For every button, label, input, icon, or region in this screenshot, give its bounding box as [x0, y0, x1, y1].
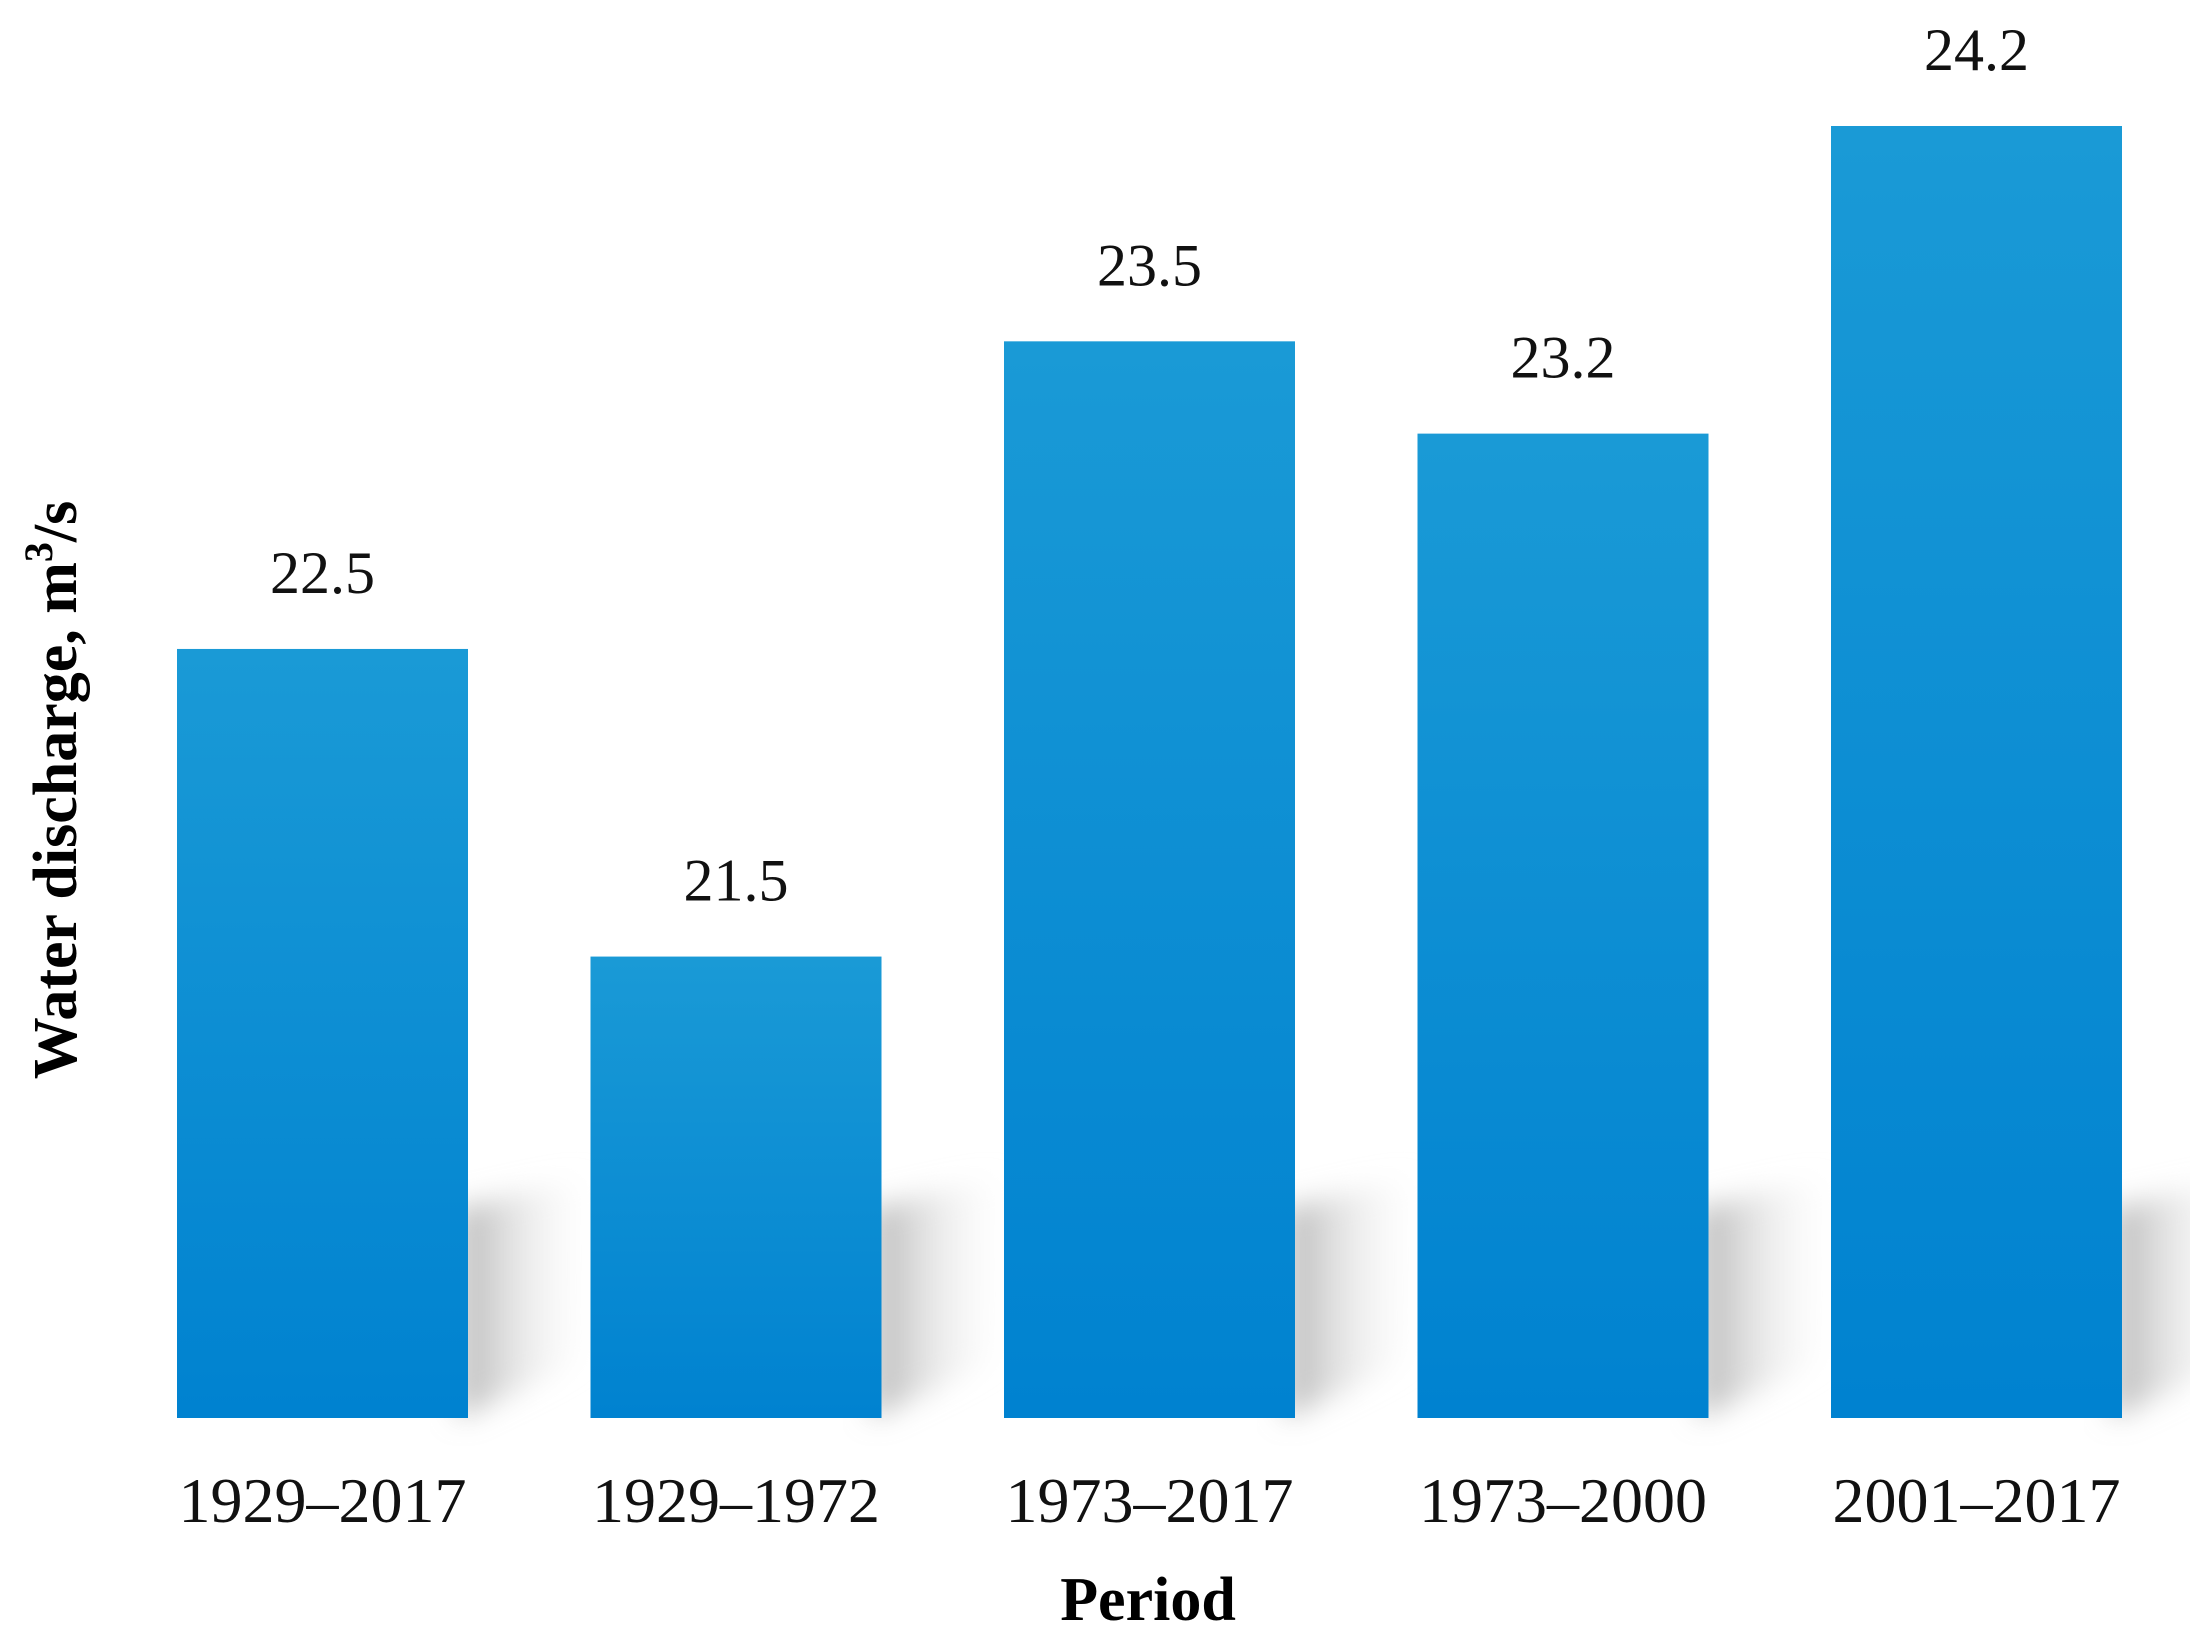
- bar-shadow: [1285, 1173, 1425, 1418]
- x-tick-label: 1929–2017: [179, 1465, 467, 1536]
- y-axis-title: Water discharge, m3/s: [16, 501, 90, 1080]
- x-tick-label: 1973–2017: [1006, 1465, 1294, 1536]
- value-label: 22.5: [270, 540, 375, 606]
- bar-shadow: [871, 1173, 1012, 1418]
- value-label: 24.2: [1924, 17, 2029, 83]
- value-label: 23.5: [1097, 232, 1202, 298]
- bar-1929–1972: [590, 956, 882, 1418]
- bar-shadows: [458, 1173, 2190, 1418]
- y-axis-title-prefix: Water discharge, m: [22, 562, 90, 1079]
- value-label: 21.5: [684, 848, 789, 914]
- x-tick-label: 1973–2000: [1419, 1465, 1707, 1536]
- bar-shadow: [1698, 1173, 1839, 1418]
- value-labels: 22.5 21.5 23.5 23.2 24.2: [270, 17, 2029, 914]
- value-label: 23.2: [1511, 325, 1616, 391]
- bar-shadow: [458, 1173, 598, 1418]
- bars: [177, 126, 2122, 1419]
- x-axis-title: Period: [1060, 1566, 1236, 1634]
- bar-1973–2017: [1004, 341, 1295, 1418]
- x-tick-label: 1929–1972: [592, 1465, 880, 1536]
- y-axis-title-suffix: /s: [22, 501, 90, 543]
- y-axis-title-superscript: 3: [16, 542, 61, 562]
- bar-2001–2017: [1831, 126, 2122, 1418]
- bar-1929–2017: [177, 648, 468, 1418]
- bar-shadow: [2112, 1188, 2190, 1418]
- x-tick-labels: 1929–2017 1929–1972 1973–2017 1973–2000 2001…: [179, 1465, 2121, 1536]
- x-tick-label: 2001–2017: [1833, 1465, 2121, 1536]
- bar-1973–2000: [1417, 433, 1709, 1419]
